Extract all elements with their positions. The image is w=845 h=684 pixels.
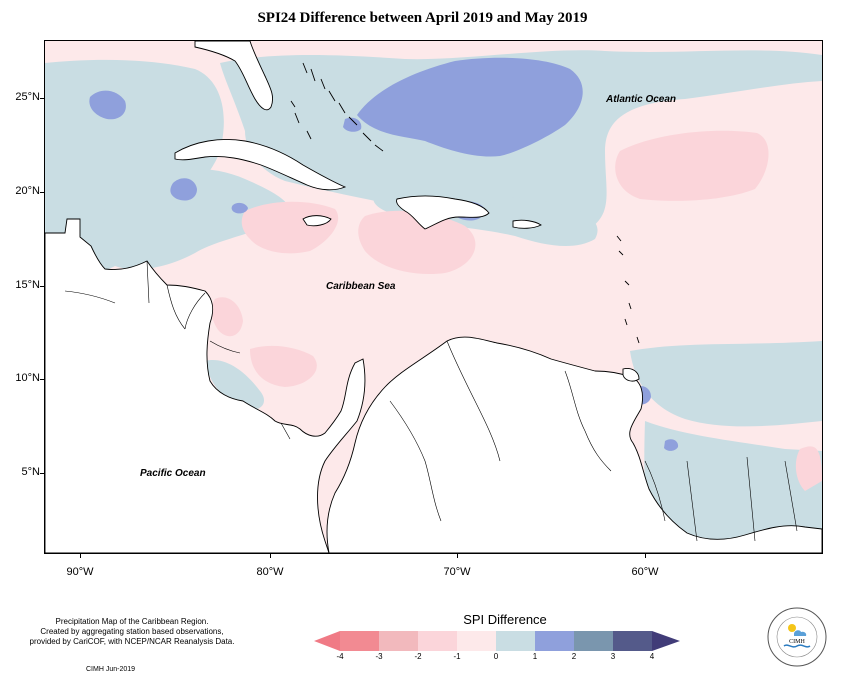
lat-label-20n: 20°N	[15, 185, 40, 197]
legend-swatch-8	[613, 631, 652, 651]
footnote-line-3: provided by CariCOF, with NCEP/NCAR Rean…	[29, 637, 235, 646]
light-wet-region-gulf	[103, 168, 290, 270]
legend-swatch-2	[379, 631, 418, 651]
lat-tick	[40, 192, 44, 193]
light-dry-region-jamaica	[241, 201, 339, 254]
legend-arrow-left	[314, 631, 340, 651]
map-footnote: Precipitation Map of the Caribbean Regio…	[12, 617, 252, 647]
trinidad	[622, 368, 640, 382]
legend-swatch-6	[535, 631, 574, 651]
cloud-icon	[794, 630, 807, 636]
florida	[194, 41, 274, 111]
legend-tick-label: -2	[414, 652, 422, 661]
lon-tick	[457, 553, 458, 558]
light-dry-region-guianas	[795, 446, 822, 491]
legend-tick-label: 2	[571, 652, 577, 661]
south-america	[326, 336, 822, 553]
legend-tick-label: 3	[610, 652, 616, 661]
bahamas-islands	[290, 62, 384, 152]
lon-tick	[270, 553, 271, 558]
map-panel: Atlantic Ocean Caribbean Sea Pacific Oce…	[44, 40, 823, 554]
lon-label-60w: 60°W	[631, 566, 659, 578]
legend-tick-label: -4	[336, 652, 344, 661]
wet-region-cuba-west	[170, 178, 197, 201]
lat-label-10n: 10°N	[15, 372, 40, 384]
map-title: SPI24 Difference between April 2019 and …	[257, 10, 588, 26]
light-dry-region-hispaniola-south	[358, 210, 476, 275]
wet-region-atlantic	[357, 57, 583, 157]
wet-region-bahamas-east	[343, 117, 362, 132]
lat-tick	[40, 286, 44, 287]
spi-difference-map	[45, 41, 822, 553]
puerto-rico	[512, 219, 542, 229]
credit-text: CIMH Jun-2019	[86, 666, 136, 673]
legend-swatch-7	[574, 631, 613, 651]
lon-label-90w: 90°W	[66, 566, 94, 578]
light-wet-region-north	[45, 59, 224, 273]
footnote-line-2: Created by aggregating station based obs…	[40, 627, 224, 636]
legend-tick-label: 4	[649, 652, 655, 661]
light-dry-region-atlantic	[615, 130, 769, 201]
legend-tick-label: 0	[493, 652, 499, 661]
light-wet-region-guianas	[644, 421, 822, 553]
sun-icon	[788, 624, 796, 632]
country-borders	[64, 260, 798, 542]
legend-title: SPI Difference	[463, 612, 547, 627]
logo-text: CIMH	[789, 639, 805, 645]
footnote-line-1: Precipitation Map of the Caribbean Regio…	[55, 617, 209, 626]
lat-tick	[40, 473, 44, 474]
light-wet-region-panama	[205, 360, 265, 410]
lon-tick	[645, 553, 646, 558]
caribbean-sea-label: Caribbean Sea	[326, 281, 396, 292]
lon-tick	[80, 553, 81, 558]
legend-tick-label: 1	[532, 652, 538, 661]
legend-arrow-right	[652, 631, 680, 651]
atlantic-ocean-label: Atlantic Ocean	[606, 94, 677, 105]
lat-tick	[40, 98, 44, 99]
lat-tick	[40, 379, 44, 380]
legend-swatch-5	[496, 631, 535, 651]
legend-swatch-1	[340, 631, 379, 651]
pacific-ocean-label: Pacific Ocean	[140, 468, 206, 479]
wet-region-cayman	[231, 202, 248, 214]
lat-label-25n: 25°N	[15, 91, 40, 103]
wet-region-gulf	[89, 90, 126, 120]
legend-swatch-3	[418, 631, 457, 651]
hispaniola	[396, 195, 490, 230]
land-masses	[45, 41, 822, 553]
lon-label-70w: 70°W	[443, 566, 471, 578]
wet-region-venezuela	[664, 439, 679, 451]
lat-label-15n: 15°N	[15, 279, 40, 291]
lesser-antilles	[616, 235, 640, 344]
legend-tick-label: -3	[375, 652, 383, 661]
light-wet-region-east	[630, 341, 822, 427]
legend-tick-label: -1	[453, 652, 461, 661]
wave-icon	[783, 644, 811, 648]
legend-colorbar	[314, 631, 680, 651]
cimh-logo: CIMH	[767, 607, 827, 667]
legend-swatch-4	[457, 631, 496, 651]
mexico-central-america	[45, 218, 366, 553]
cuba	[174, 139, 347, 191]
light-dry-region-central	[250, 345, 317, 387]
lon-label-80w: 80°W	[256, 566, 284, 578]
jamaica	[302, 215, 332, 227]
light-dry-region-honduras	[211, 297, 243, 337]
lat-label-5n: 5°N	[21, 466, 40, 478]
